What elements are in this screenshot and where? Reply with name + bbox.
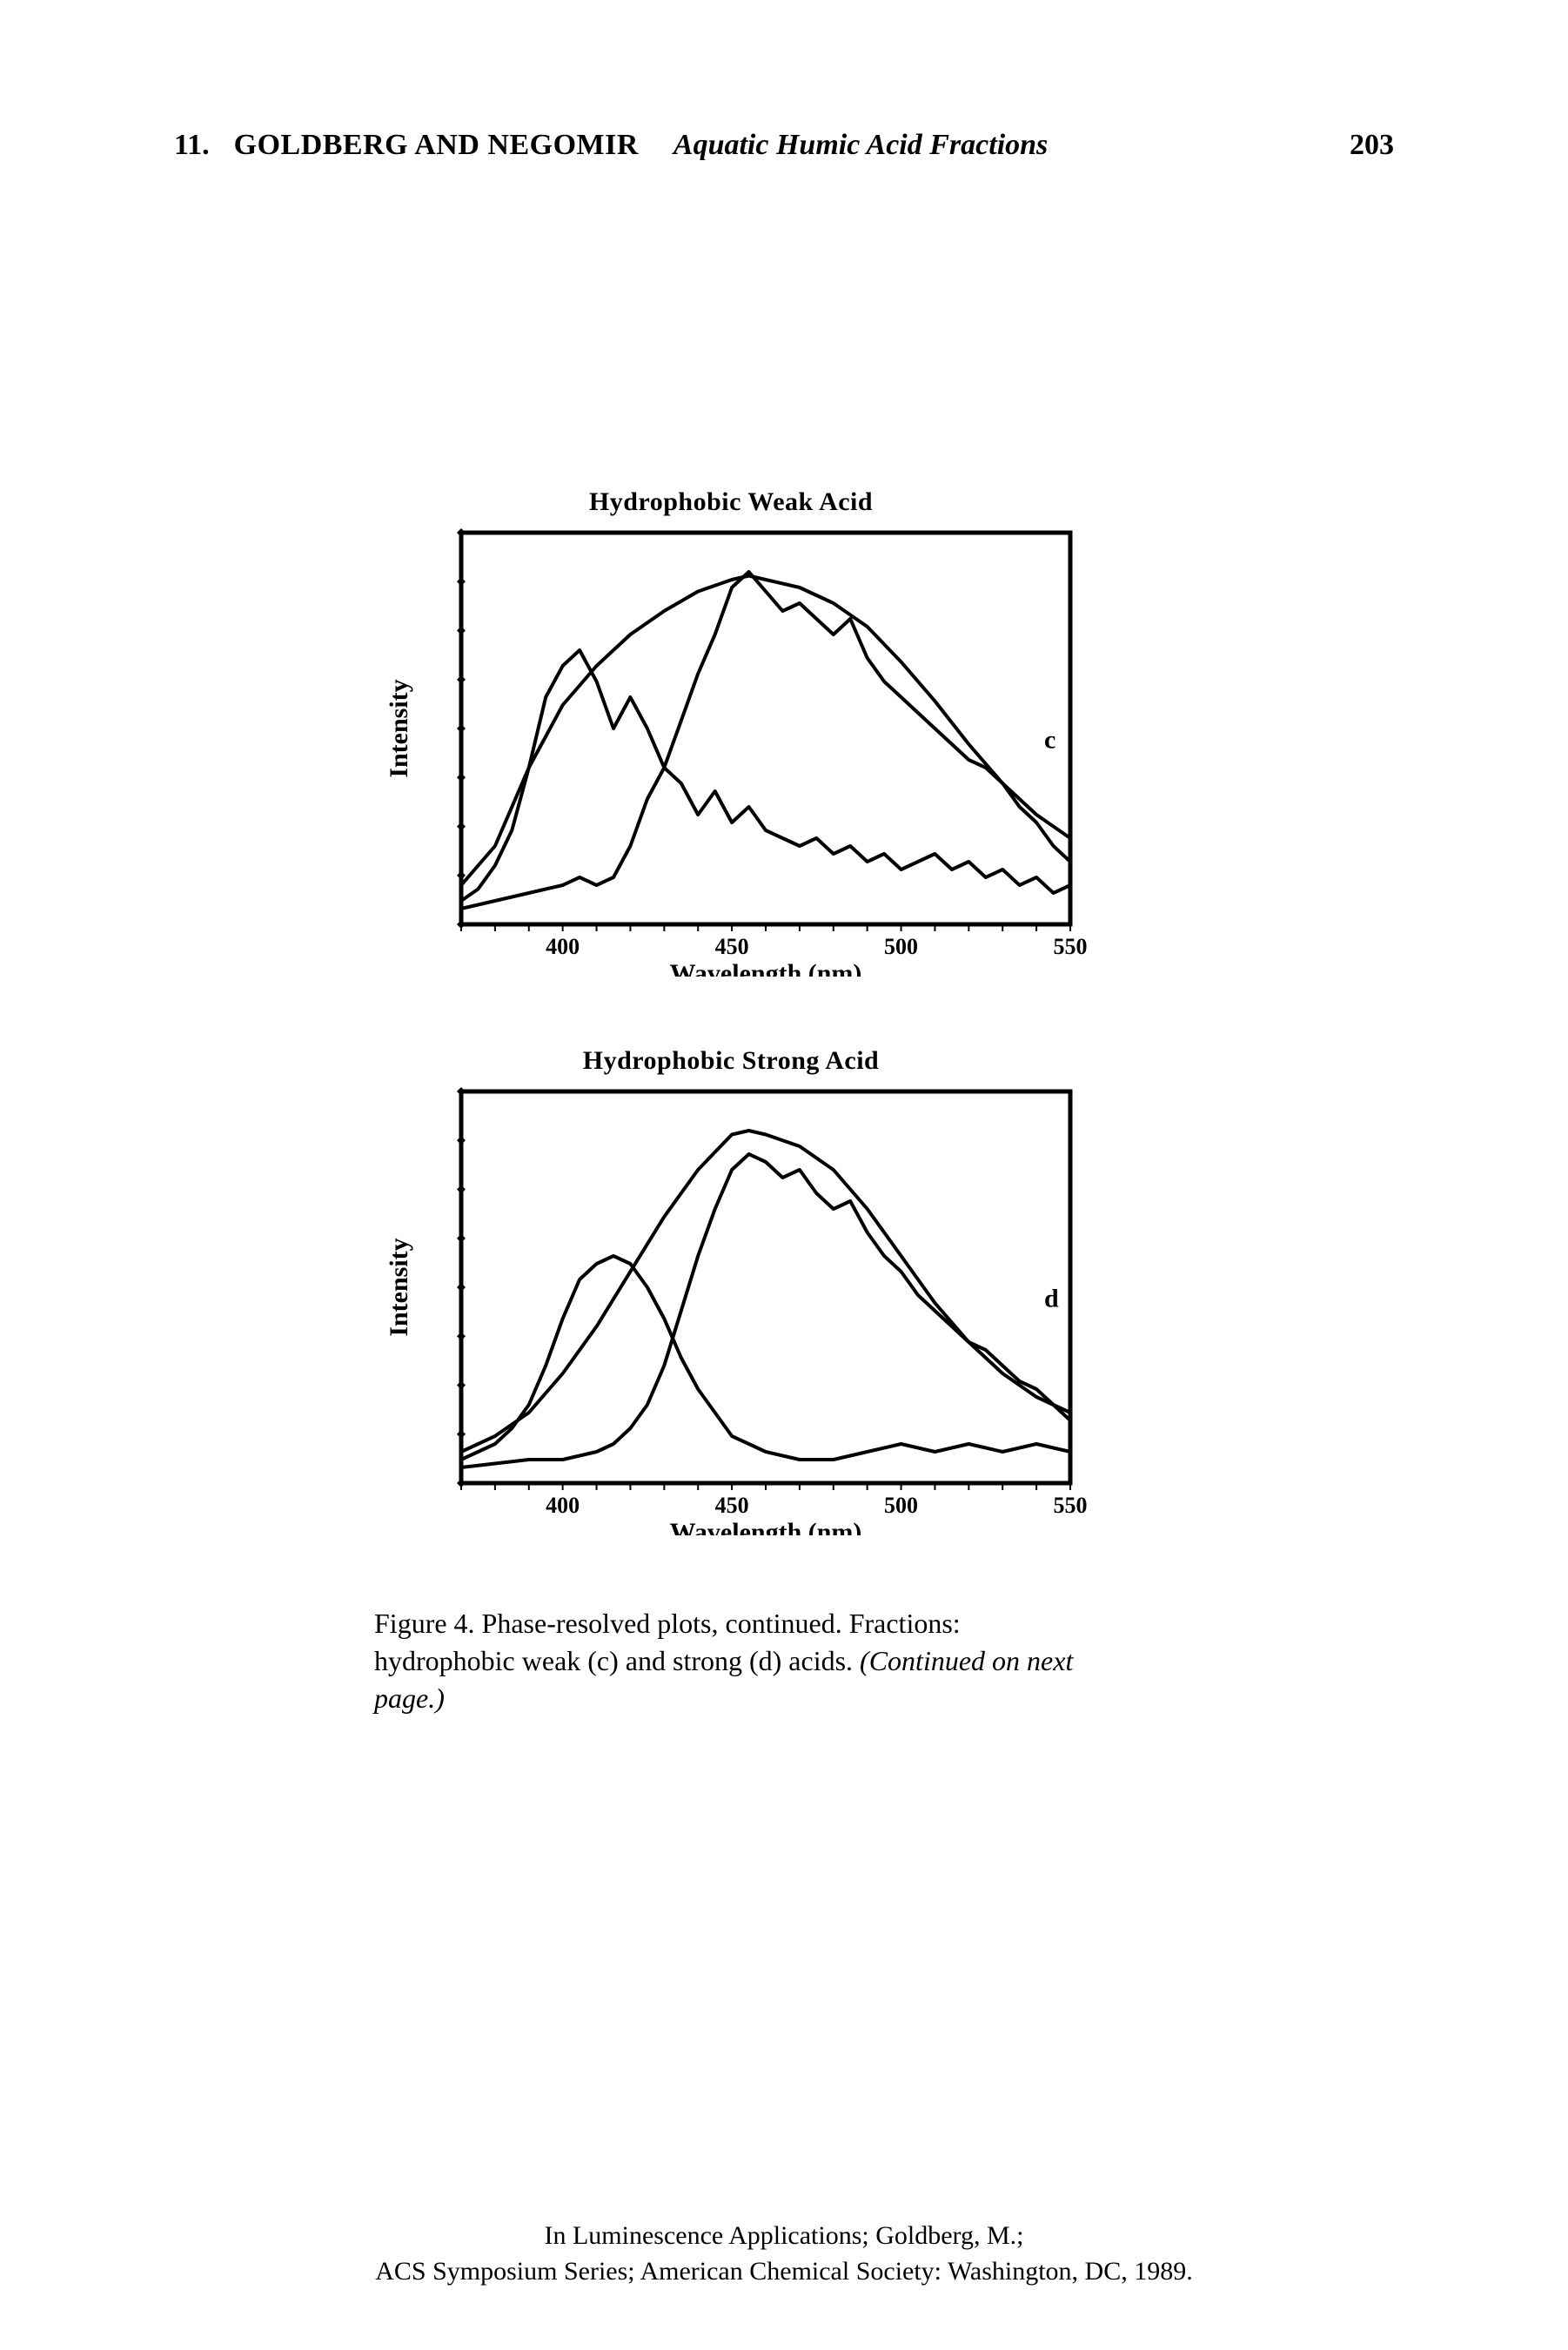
chart-panel-d: Hydrophobic Strong Acid 400 450 500 550 Wave… [374, 1046, 1088, 1535]
svg-text:Wavelength (nm): Wavelength (nm) [670, 1518, 862, 1535]
figure-caption: Figure 4. Phase-resolved plots, continue… [374, 1605, 1088, 1718]
chart-d-title: Hydrophobic Strong Acid [374, 1046, 1088, 1076]
svg-text:400: 400 [546, 1493, 580, 1518]
svg-text:Intensity: Intensity [385, 1238, 413, 1336]
chart-c-title: Hydrophobic Weak Acid [374, 487, 1088, 517]
chart-panel-c: Hydrophobic Weak Acid 400 450 500 550 Wavele… [374, 487, 1088, 977]
header-authors: GOLDBERG AND NEGOMIR [234, 129, 639, 162]
page: 11. GOLDBERG AND NEGOMIR Aquatic Humic A… [0, 0, 1568, 2350]
svg-text:400: 400 [546, 934, 580, 959]
svg-text:550: 550 [1054, 1493, 1088, 1518]
page-number: 203 [1350, 129, 1394, 162]
svg-text:450: 450 [715, 1493, 749, 1518]
footer-line-1: In Luminescence Applications; Goldberg, … [0, 2219, 1568, 2254]
svg-text:c: c [1044, 726, 1055, 755]
chart-d-svg: 400 450 500 550 Wavelength (nm) Intensity d [374, 1083, 1088, 1535]
page-footer: In Luminescence Applications; Goldberg, … [0, 2219, 1568, 2289]
svg-text:450: 450 [715, 934, 749, 959]
svg-text:Wavelength (nm): Wavelength (nm) [670, 959, 862, 977]
svg-text:500: 500 [884, 934, 918, 959]
svg-text:500: 500 [884, 1493, 918, 1518]
chart-c-svg: 400 450 500 550 Wavelength (nm) Intensity c [374, 524, 1088, 977]
svg-text:550: 550 [1054, 934, 1088, 959]
charts-column: Hydrophobic Weak Acid 400 450 500 550 Wavele… [374, 487, 1088, 1718]
header-running-title: Aquatic Humic Acid Fractions [673, 129, 1048, 162]
running-header: 11. GOLDBERG AND NEGOMIR Aquatic Humic A… [174, 129, 1394, 162]
svg-text:Intensity: Intensity [385, 679, 413, 777]
svg-text:d: d [1044, 1285, 1059, 1313]
chapter-number: 11. [174, 129, 210, 162]
footer-line-2: ACS Symposium Series; American Chemical … [0, 2254, 1568, 2290]
